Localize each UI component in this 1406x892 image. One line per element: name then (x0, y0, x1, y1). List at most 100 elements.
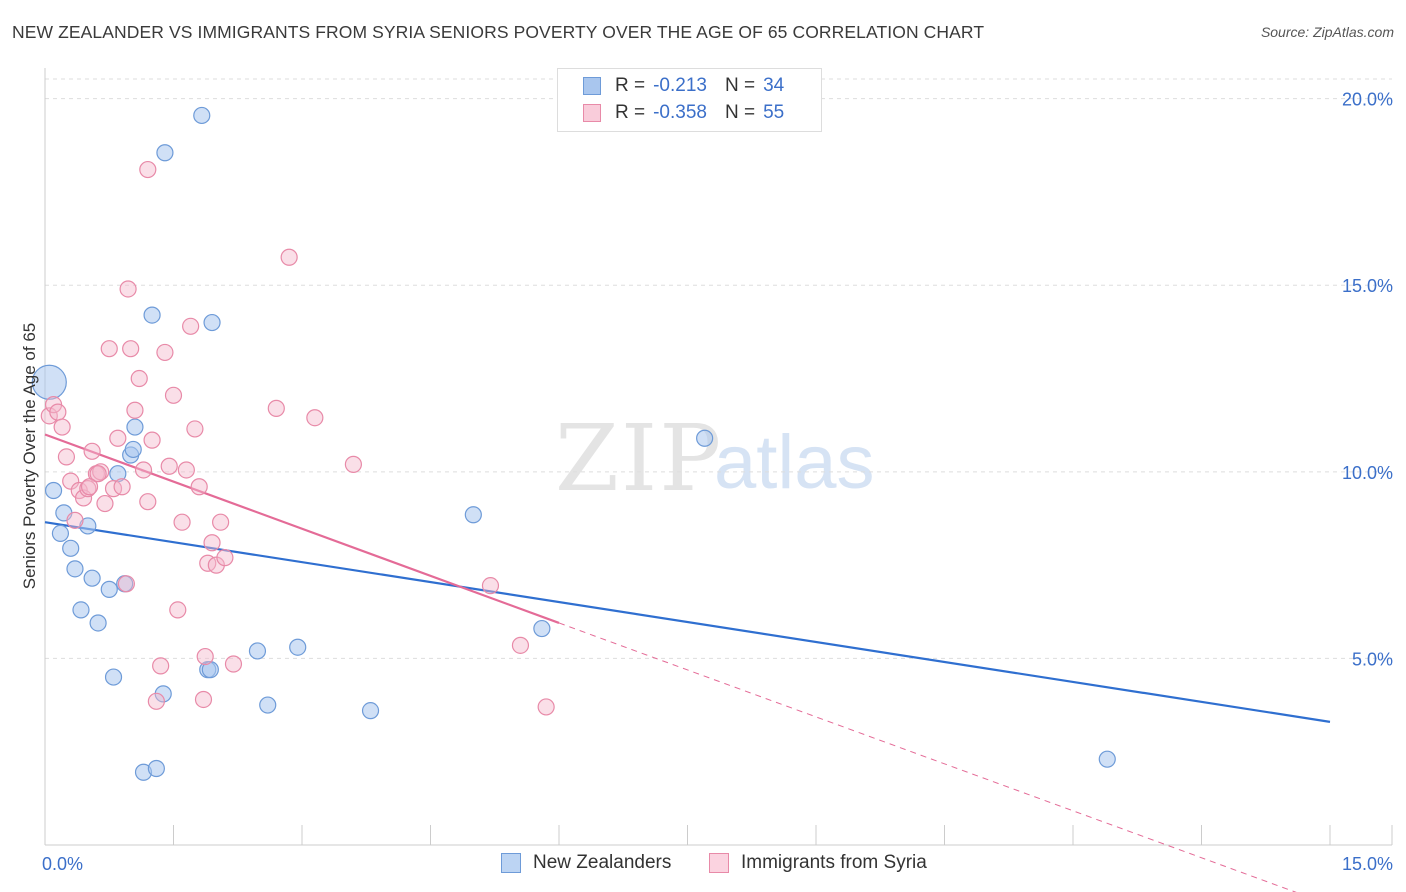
point-syria (267, 399, 285, 417)
point-new-zealanders (126, 418, 144, 436)
point-new-zealanders (66, 560, 84, 578)
legend-swatch-pink (709, 853, 729, 873)
source-label: Source: ZipAtlas.com (1260, 24, 1394, 40)
point-syria (89, 465, 107, 483)
chart-title: NEW ZEALANDER VS IMMIGRANTS FROM SYRIA S… (12, 22, 985, 42)
x-tick-label: 0.0% (42, 854, 83, 874)
trend-line-syria (44, 433, 560, 624)
point-syria (122, 340, 140, 358)
point-syria (216, 549, 234, 567)
point-syria (40, 407, 58, 425)
point-syria (100, 340, 118, 358)
point-new-zealanders (361, 702, 380, 720)
legend-n-label: N = (724, 102, 756, 123)
trend-lines (44, 433, 1331, 892)
point-syria (224, 655, 243, 673)
legend-r-value: -0.213 (653, 75, 707, 96)
point-syria (164, 386, 183, 404)
point-syria (80, 478, 99, 496)
point-new-zealanders (100, 580, 118, 598)
trend-line-syria-extension (558, 622, 1297, 892)
point-syria (212, 513, 230, 531)
point-new-zealanders (203, 313, 221, 332)
point-syria (117, 575, 135, 593)
point-syria (92, 463, 110, 481)
point-syria (139, 493, 157, 511)
series-legend: New Zealanders Immigrants from Syria (0, 852, 1406, 876)
point-new-zealanders (147, 759, 165, 778)
point-new-zealanders (156, 144, 174, 162)
legend-n-label: N = (724, 75, 756, 96)
y-tick-label: 10.0% (1342, 463, 1393, 483)
y-tick-label: 20.0% (1342, 90, 1393, 110)
legend-r-value: -0.358 (653, 102, 707, 123)
point-new-zealanders (289, 638, 307, 656)
point-syria (182, 317, 200, 335)
point-new-zealanders (89, 614, 107, 632)
watermark-atlas: atlas (714, 420, 875, 505)
point-new-zealanders (51, 524, 70, 543)
point-syria (511, 636, 530, 654)
point-syria (49, 403, 67, 421)
legend-r-label: R = (615, 75, 646, 96)
grid-lines (45, 78, 1392, 659)
point-syria (306, 409, 324, 427)
y-tick-label: 5.0% (1352, 649, 1393, 669)
point-new-zealanders (104, 668, 123, 686)
legend-swatch-pink (583, 104, 601, 122)
y-axis-label: Seniors Poverty Over the Age of 65 (20, 322, 39, 590)
point-syria (156, 343, 174, 362)
stats-legend: R = -0.213 N = 34 R = -0.358 N = 55 (557, 68, 822, 132)
axes (44, 68, 1393, 846)
trend-line-new-zealanders (44, 521, 1331, 723)
point-syria (130, 369, 148, 388)
point-syria (53, 418, 71, 436)
point-syria (96, 494, 114, 513)
point-syria (147, 692, 165, 710)
point-new-zealanders (201, 661, 219, 679)
point-syria (160, 457, 178, 475)
legend-n-value: 55 (763, 102, 785, 123)
point-syria (126, 401, 144, 419)
point-syria (196, 647, 214, 666)
watermark: ZIP atlas (555, 405, 875, 512)
legend-swatch-blue (501, 853, 521, 873)
point-new-zealanders (83, 569, 101, 587)
point-new-zealanders (193, 106, 211, 125)
legend-swatch-blue (583, 77, 601, 95)
point-new-zealanders (72, 601, 90, 619)
point-new-zealanders (62, 539, 80, 557)
watermark-zip: ZIP (555, 405, 723, 512)
point-syria (194, 690, 213, 709)
point-new-zealanders (464, 506, 482, 524)
point-new-zealanders (259, 696, 277, 714)
point-syria (139, 160, 157, 179)
point-syria (119, 280, 137, 298)
legend-item-new-zealanders[interactable]: New Zealanders (501, 852, 671, 874)
legend-label-syria: Immigrants from Syria (741, 852, 927, 873)
point-syria (66, 511, 84, 529)
point-syria (186, 420, 204, 438)
point-syria (57, 448, 76, 466)
point-syria (109, 429, 127, 447)
point-syria (83, 442, 101, 460)
x-tick-label: 15.0% (1342, 854, 1393, 874)
point-syria (481, 577, 500, 595)
point-syria (190, 478, 208, 496)
point-syria (280, 248, 298, 266)
point-new-zealanders (533, 619, 551, 638)
point-syria (203, 534, 221, 552)
legend-n-value: 34 (763, 75, 785, 96)
point-new-zealanders (124, 440, 142, 459)
legend-row-syria: R = -0.358 N = 55 (583, 102, 784, 124)
legend-item-syria[interactable]: Immigrants from Syria (709, 852, 927, 874)
point-syria (537, 698, 555, 716)
point-syria (143, 431, 161, 449)
point-syria (134, 461, 153, 479)
legend-r-label: R = (615, 102, 646, 123)
point-syria (169, 601, 187, 619)
point-syria (152, 657, 170, 675)
tick-labels: 5.0% 10.0% 15.0% 20.0% 0.0% 15.0% (42, 90, 1393, 874)
point-new-zealanders (248, 642, 267, 660)
